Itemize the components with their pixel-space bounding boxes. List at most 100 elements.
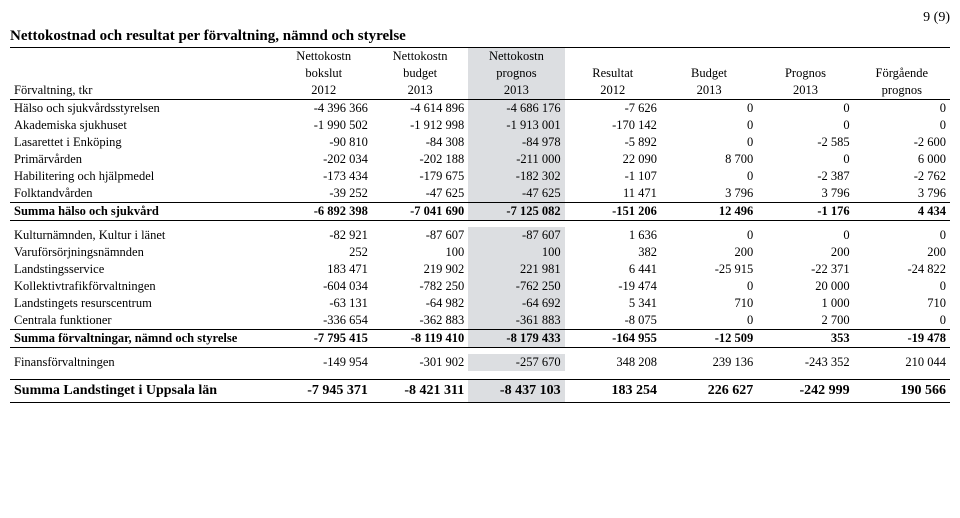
cell: -25 915 (661, 261, 757, 278)
table-row: Hälso och sjukvårdsstyrelsen -4 396 366 … (10, 100, 950, 118)
cell: 0 (757, 100, 853, 118)
cell: 5 341 (565, 295, 661, 312)
spacer-row (10, 371, 950, 380)
cell: -7 041 690 (372, 203, 468, 221)
cell: -8 179 433 (468, 330, 564, 348)
cell: 239 136 (661, 354, 757, 371)
cell: 0 (661, 117, 757, 134)
cell: 183 471 (276, 261, 372, 278)
cell: 252 (276, 244, 372, 261)
hdr-cell: prognos (468, 65, 564, 82)
row-label: Summa hälso och sjukvård (10, 203, 276, 221)
cell: -782 250 (372, 278, 468, 295)
cell: -4 396 366 (276, 100, 372, 118)
cell: -64 982 (372, 295, 468, 312)
cell: -39 252 (276, 185, 372, 203)
row-label: Summa förvaltningar, nämnd och styrelse (10, 330, 276, 348)
cell: -64 692 (468, 295, 564, 312)
row-label: Primärvården (10, 151, 276, 168)
cell: 3 796 (757, 185, 853, 203)
cell: 190 566 (854, 380, 950, 403)
cell: -1 107 (565, 168, 661, 185)
cell: 100 (468, 244, 564, 261)
cell: -173 434 (276, 168, 372, 185)
cell: -7 795 415 (276, 330, 372, 348)
cell: -762 250 (468, 278, 564, 295)
row-label: Lasarettet i Enköping (10, 134, 276, 151)
hdr-cell (661, 48, 757, 66)
hdr-cell: 2013 (372, 82, 468, 100)
cell: -301 902 (372, 354, 468, 371)
cell: 22 090 (565, 151, 661, 168)
cell: -19 474 (565, 278, 661, 295)
header-row-3: Förvaltning, tkr 2012 2013 2013 2012 201… (10, 82, 950, 100)
cell: 0 (854, 312, 950, 330)
cell: -1 990 502 (276, 117, 372, 134)
cell: -87 607 (372, 227, 468, 244)
cell: -84 978 (468, 134, 564, 151)
hdr-cell (757, 48, 853, 66)
cost-result-table: Nettokostn Nettokostn Nettokostn bokslut… (10, 47, 950, 403)
table-row: Kulturnämnden, Kultur i länet -82 921 -8… (10, 227, 950, 244)
row-label: Landstingets resurscentrum (10, 295, 276, 312)
cell: -5 892 (565, 134, 661, 151)
cell: -2 387 (757, 168, 853, 185)
cell: -151 206 (565, 203, 661, 221)
cell: -22 371 (757, 261, 853, 278)
row-label: Folktandvården (10, 185, 276, 203)
cell: 2 700 (757, 312, 853, 330)
cell: 0 (854, 117, 950, 134)
hdr-cell: Nettokostn (372, 48, 468, 66)
cell: 20 000 (757, 278, 853, 295)
row-label: Centrala funktioner (10, 312, 276, 330)
hdr-cell (10, 48, 276, 66)
cell: -82 921 (276, 227, 372, 244)
cell: -24 822 (854, 261, 950, 278)
cell: 3 796 (854, 185, 950, 203)
cell: -7 125 082 (468, 203, 564, 221)
hdr-cell: 2013 (468, 82, 564, 100)
hdr-cell (565, 48, 661, 66)
cell: -19 478 (854, 330, 950, 348)
cell: -149 954 (276, 354, 372, 371)
cell: 0 (661, 278, 757, 295)
sum-halso-sjukvard: Summa hälso och sjukvård -6 892 398 -7 0… (10, 203, 950, 221)
cell: -361 883 (468, 312, 564, 330)
cell: -7 626 (565, 100, 661, 118)
table-row: Varuförsörjningsnämnden 252 100 100 382 … (10, 244, 950, 261)
hdr-cell: Nettokostn (276, 48, 372, 66)
sum-landstinget-total: Summa Landstinget i Uppsala län -7 945 3… (10, 380, 950, 403)
cell: 1 636 (565, 227, 661, 244)
cell: 0 (854, 100, 950, 118)
cell: 0 (854, 278, 950, 295)
cell: 221 981 (468, 261, 564, 278)
table-row: Akademiska sjukhuset -1 990 502 -1 912 9… (10, 117, 950, 134)
row-label: Kulturnämnden, Kultur i länet (10, 227, 276, 244)
cell: 710 (854, 295, 950, 312)
cell: 6 000 (854, 151, 950, 168)
cell: -6 892 398 (276, 203, 372, 221)
cell: -8 421 311 (372, 380, 468, 403)
cell: -164 955 (565, 330, 661, 348)
row-label: Habilitering och hjälpmedel (10, 168, 276, 185)
cell: -4 686 176 (468, 100, 564, 118)
hdr-cell (10, 65, 276, 82)
hdr-cell: Resultat (565, 65, 661, 82)
page-number: 9 (9) (10, 10, 950, 26)
table-row: Folktandvården -39 252 -47 625 -47 625 1… (10, 185, 950, 203)
cell: -47 625 (372, 185, 468, 203)
cell: -179 675 (372, 168, 468, 185)
hdr-cell: bokslut (276, 65, 372, 82)
cell: 0 (757, 151, 853, 168)
table-row: Centrala funktioner -336 654 -362 883 -3… (10, 312, 950, 330)
cell: -202 188 (372, 151, 468, 168)
table-row: Kollektivtrafikförvaltningen -604 034 -7… (10, 278, 950, 295)
cell: -8 119 410 (372, 330, 468, 348)
hdr-cell: 2012 (276, 82, 372, 100)
hdr-cell: Förvaltning, tkr (10, 82, 276, 100)
cell: 0 (661, 227, 757, 244)
cell: -4 614 896 (372, 100, 468, 118)
cell: -211 000 (468, 151, 564, 168)
cell: -2 600 (854, 134, 950, 151)
cell: 11 471 (565, 185, 661, 203)
